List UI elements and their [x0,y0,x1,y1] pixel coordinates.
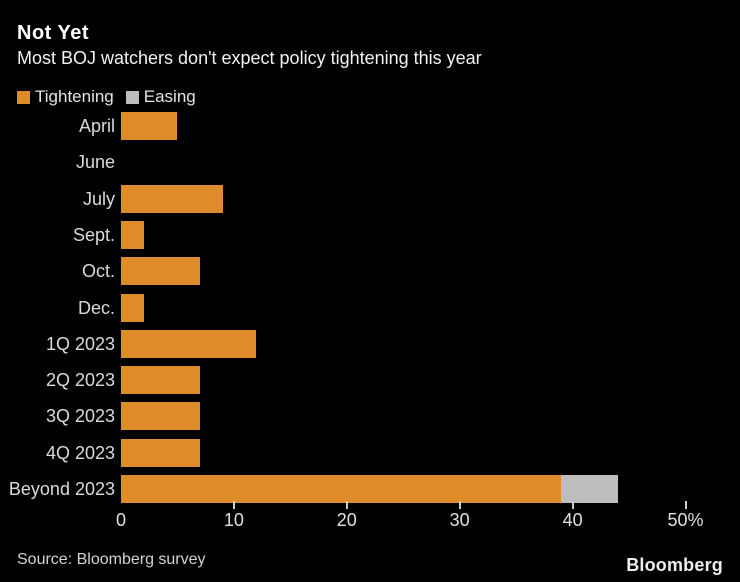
axis-tick-label: 0 [115,510,127,530]
row-label: 3Q 2023 [45,406,115,427]
axis-tick [345,501,348,509]
legend-swatch-easing-icon [125,90,139,104]
axis-tick [571,501,574,509]
axis-tick [458,501,461,509]
axis-tick [684,501,687,509]
bar-segment-tightening [121,402,201,431]
axis-tick-label: 10 [223,510,244,530]
row-label: July [82,188,115,209]
axis-tick [232,501,235,509]
legend: Tightening Easing [17,87,196,107]
chart-subtitle: Most BOJ watchers don't expect policy ti… [17,48,482,68]
page-title: Not Yet [17,22,90,44]
bar-segment-tightening [121,329,257,358]
axis-tick-label: 20 [336,510,357,530]
source-note: Source: Bloomberg survey [17,551,206,568]
legend-item: Easing [125,87,196,107]
bar-segment-tightening [121,475,562,503]
legend-item: Tightening [17,87,114,107]
bar-segment-tightening [121,184,223,213]
axis-tick-label: 50% [667,510,704,530]
legend-label: Tightening [35,87,114,106]
bar-segment-easing [561,475,618,503]
row-label: Dec. [77,297,115,318]
legend-label: Easing [143,87,196,106]
row-label: 2Q 2023 [45,370,115,391]
bar-segment-tightening [121,220,144,249]
axis-tick-label: 30 [449,510,470,530]
row-label: June [75,152,115,173]
row-label: Oct. [81,261,115,282]
axis-tick-label: 40 [562,510,583,530]
bar-segment-tightening [121,293,144,322]
bar-segment-tightening [121,366,201,395]
bloomberg-logo: Bloomberg [626,555,723,575]
row-label: Sept. [72,224,115,245]
row-label: 4Q 2023 [45,442,115,463]
row-label: April [78,116,115,136]
row-label: Beyond 2023 [8,479,115,499]
bar-segment-tightening [121,438,201,467]
legend-swatch-tightening-icon [17,90,30,104]
bar-segment-tightening [121,257,201,286]
bar-segment-tightening [121,112,178,140]
row-label: 1Q 2023 [45,333,115,354]
